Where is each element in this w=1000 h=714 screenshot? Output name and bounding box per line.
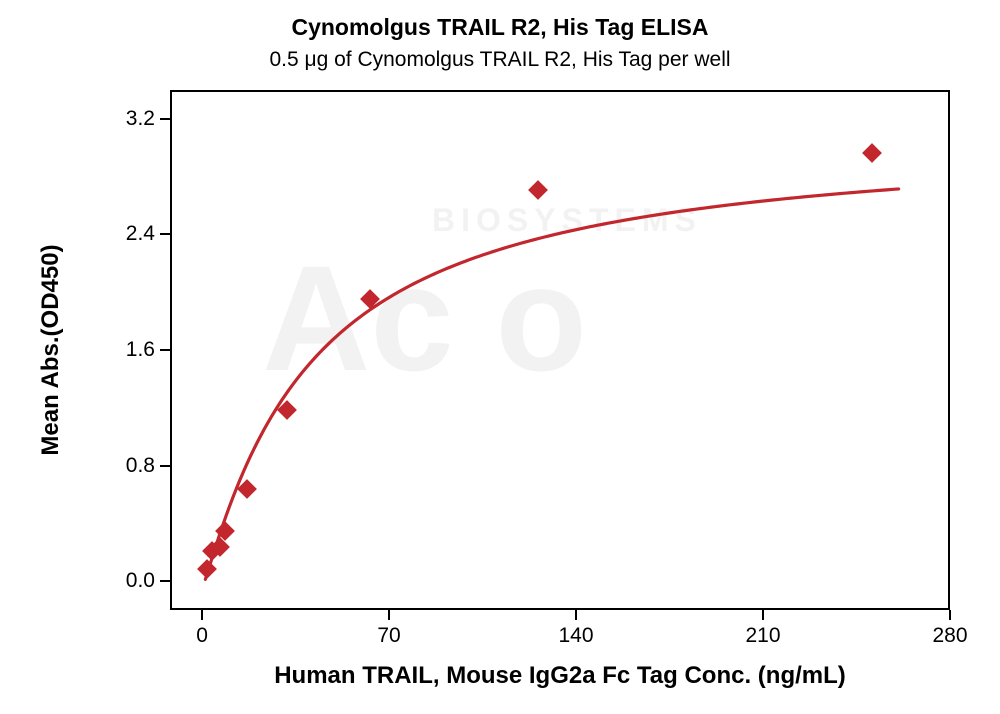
chart-title: Cynomolgus TRAIL R2, His Tag ELISA	[0, 14, 1000, 41]
y-tick-label: 2.4	[115, 222, 155, 246]
fit-curve	[172, 92, 952, 612]
x-tick-mark	[762, 610, 764, 620]
y-tick-mark	[160, 118, 170, 120]
plot-area: BIOSYSTEMS Ac o	[170, 90, 950, 610]
fit-curve-path	[205, 189, 898, 579]
elisa-chart: Cynomolgus TRAIL R2, His Tag ELISA 0.5 μ…	[0, 0, 1000, 714]
x-tick-label: 280	[932, 624, 967, 648]
y-tick-mark	[160, 233, 170, 235]
x-axis-label: Human TRAIL, Mouse IgG2a Fc Tag Conc. (n…	[170, 662, 950, 690]
y-tick-label: 0.8	[115, 454, 155, 478]
x-tick-mark	[949, 610, 951, 620]
chart-subtitle: 0.5 μg of Cynomolgus TRAIL R2, His Tag p…	[0, 48, 1000, 72]
x-tick-label: 210	[745, 624, 780, 648]
y-tick-label: 0.0	[115, 569, 155, 593]
y-axis-label: Mean Abs.(OD450)	[37, 244, 65, 455]
y-tick-mark	[160, 465, 170, 467]
x-tick-label: 70	[377, 624, 400, 648]
y-tick-label: 1.6	[115, 338, 155, 362]
x-tick-label: 140	[558, 624, 593, 648]
x-tick-mark	[388, 610, 390, 620]
x-tick-mark	[575, 610, 577, 620]
y-tick-mark	[160, 349, 170, 351]
y-tick-mark	[160, 580, 170, 582]
y-tick-label: 3.2	[115, 107, 155, 131]
x-tick-mark	[201, 610, 203, 620]
x-tick-label: 0	[196, 624, 208, 648]
